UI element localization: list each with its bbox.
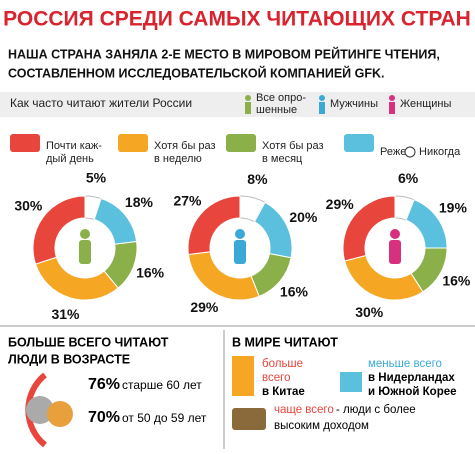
person-head bbox=[235, 229, 245, 239]
value-label: 20% bbox=[289, 209, 318, 225]
person-body bbox=[319, 102, 325, 114]
age-title: ЛЮДИ В ВОЗРАСТЕ bbox=[8, 352, 130, 366]
donut-segment bbox=[344, 254, 424, 301]
value-label: 16% bbox=[136, 264, 165, 280]
world-least: меньше всего bbox=[368, 358, 442, 370]
group-label: Женщины bbox=[400, 98, 451, 110]
value-label: 8% bbox=[247, 171, 268, 187]
donut-segment bbox=[342, 195, 396, 262]
subtitle: СОСТАВЛЕННОМ ИССЛЕДОВАТЕЛЬСКОЙ КОМПАНИЕЙ… bbox=[8, 65, 384, 80]
legend-label: Никогда bbox=[419, 146, 461, 158]
legend-label: Реже bbox=[380, 146, 406, 158]
legend-label: в неделю bbox=[154, 153, 202, 165]
person-icon bbox=[47, 401, 73, 427]
person-head bbox=[389, 95, 395, 101]
book-icon bbox=[340, 372, 362, 392]
legend-label: Почти каж- bbox=[46, 140, 102, 152]
person-head bbox=[80, 229, 90, 239]
person-head bbox=[390, 229, 400, 239]
value-label: 30% bbox=[355, 304, 384, 320]
world-most: больше bbox=[262, 358, 303, 370]
group-label: Все опро- bbox=[256, 92, 306, 104]
age-label: старше 60 лет bbox=[122, 378, 202, 392]
legend-circle bbox=[404, 146, 416, 158]
value-label: 29% bbox=[326, 196, 355, 212]
donut-segment bbox=[32, 195, 86, 265]
world-often: чаще всего bbox=[274, 404, 334, 416]
legend-label: Хотя бы раз bbox=[154, 140, 216, 152]
donut-segment bbox=[187, 195, 241, 256]
age-title: БОЛЬШЕ ВСЕГО ЧИТАЮТ bbox=[8, 335, 169, 349]
band-label: Как часто читают жители России bbox=[10, 96, 192, 110]
value-label: 16% bbox=[442, 272, 471, 288]
value-label: 29% bbox=[190, 299, 219, 315]
person-body bbox=[234, 240, 246, 264]
title: РОССИЯ СРЕДИ САМЫХ ЧИТАЮЩИХ СТРАН bbox=[3, 8, 471, 31]
person-head bbox=[245, 95, 251, 101]
legend-label: в месяц bbox=[262, 153, 303, 165]
wallet-icon bbox=[232, 408, 266, 430]
world-most: всего bbox=[262, 372, 290, 384]
value-label: 19% bbox=[439, 199, 468, 215]
world-most: в Китае bbox=[262, 386, 305, 398]
value-label: 6% bbox=[398, 170, 419, 186]
legend-label: дый день bbox=[46, 153, 94, 165]
age-pct: 76% bbox=[88, 376, 120, 393]
subtitle: НАША СТРАНА ЗАНЯЛА 2-Е МЕСТО В МИРОВОМ Р… bbox=[8, 46, 440, 61]
value-label: 30% bbox=[14, 198, 43, 214]
person-body bbox=[79, 240, 91, 264]
age-label: от 50 до 59 лет bbox=[122, 411, 207, 425]
donut-segment bbox=[34, 256, 119, 301]
person-body bbox=[245, 102, 251, 114]
world-title: В МИРЕ ЧИТАЮТ bbox=[232, 335, 338, 349]
donut-segment bbox=[253, 201, 293, 259]
legend-book bbox=[344, 134, 374, 152]
legend-book bbox=[118, 134, 148, 152]
legend-label: Хотя бы раз bbox=[262, 140, 324, 152]
world-least: и Южной Корее bbox=[368, 386, 457, 398]
person-body bbox=[389, 240, 401, 264]
value-label: 31% bbox=[51, 306, 80, 322]
band bbox=[0, 92, 475, 117]
person-head bbox=[319, 95, 325, 101]
world-often: - люди с более bbox=[336, 404, 416, 416]
value-label: 16% bbox=[280, 283, 309, 299]
group-label: Мужчины bbox=[330, 98, 378, 110]
book-icon bbox=[232, 356, 254, 396]
donut-segment bbox=[187, 251, 260, 301]
value-label: 5% bbox=[86, 170, 107, 186]
age-pct: 70% bbox=[88, 409, 120, 426]
value-label: 27% bbox=[173, 192, 202, 208]
value-label: 18% bbox=[125, 194, 154, 210]
world-often: высоким доходом bbox=[274, 420, 369, 432]
legend-book bbox=[226, 134, 256, 152]
person-body bbox=[389, 102, 395, 114]
person-icon bbox=[26, 396, 54, 424]
world-least: в Нидерландах bbox=[368, 372, 455, 384]
legend-book bbox=[10, 134, 40, 152]
group-label: шенные bbox=[256, 104, 297, 116]
